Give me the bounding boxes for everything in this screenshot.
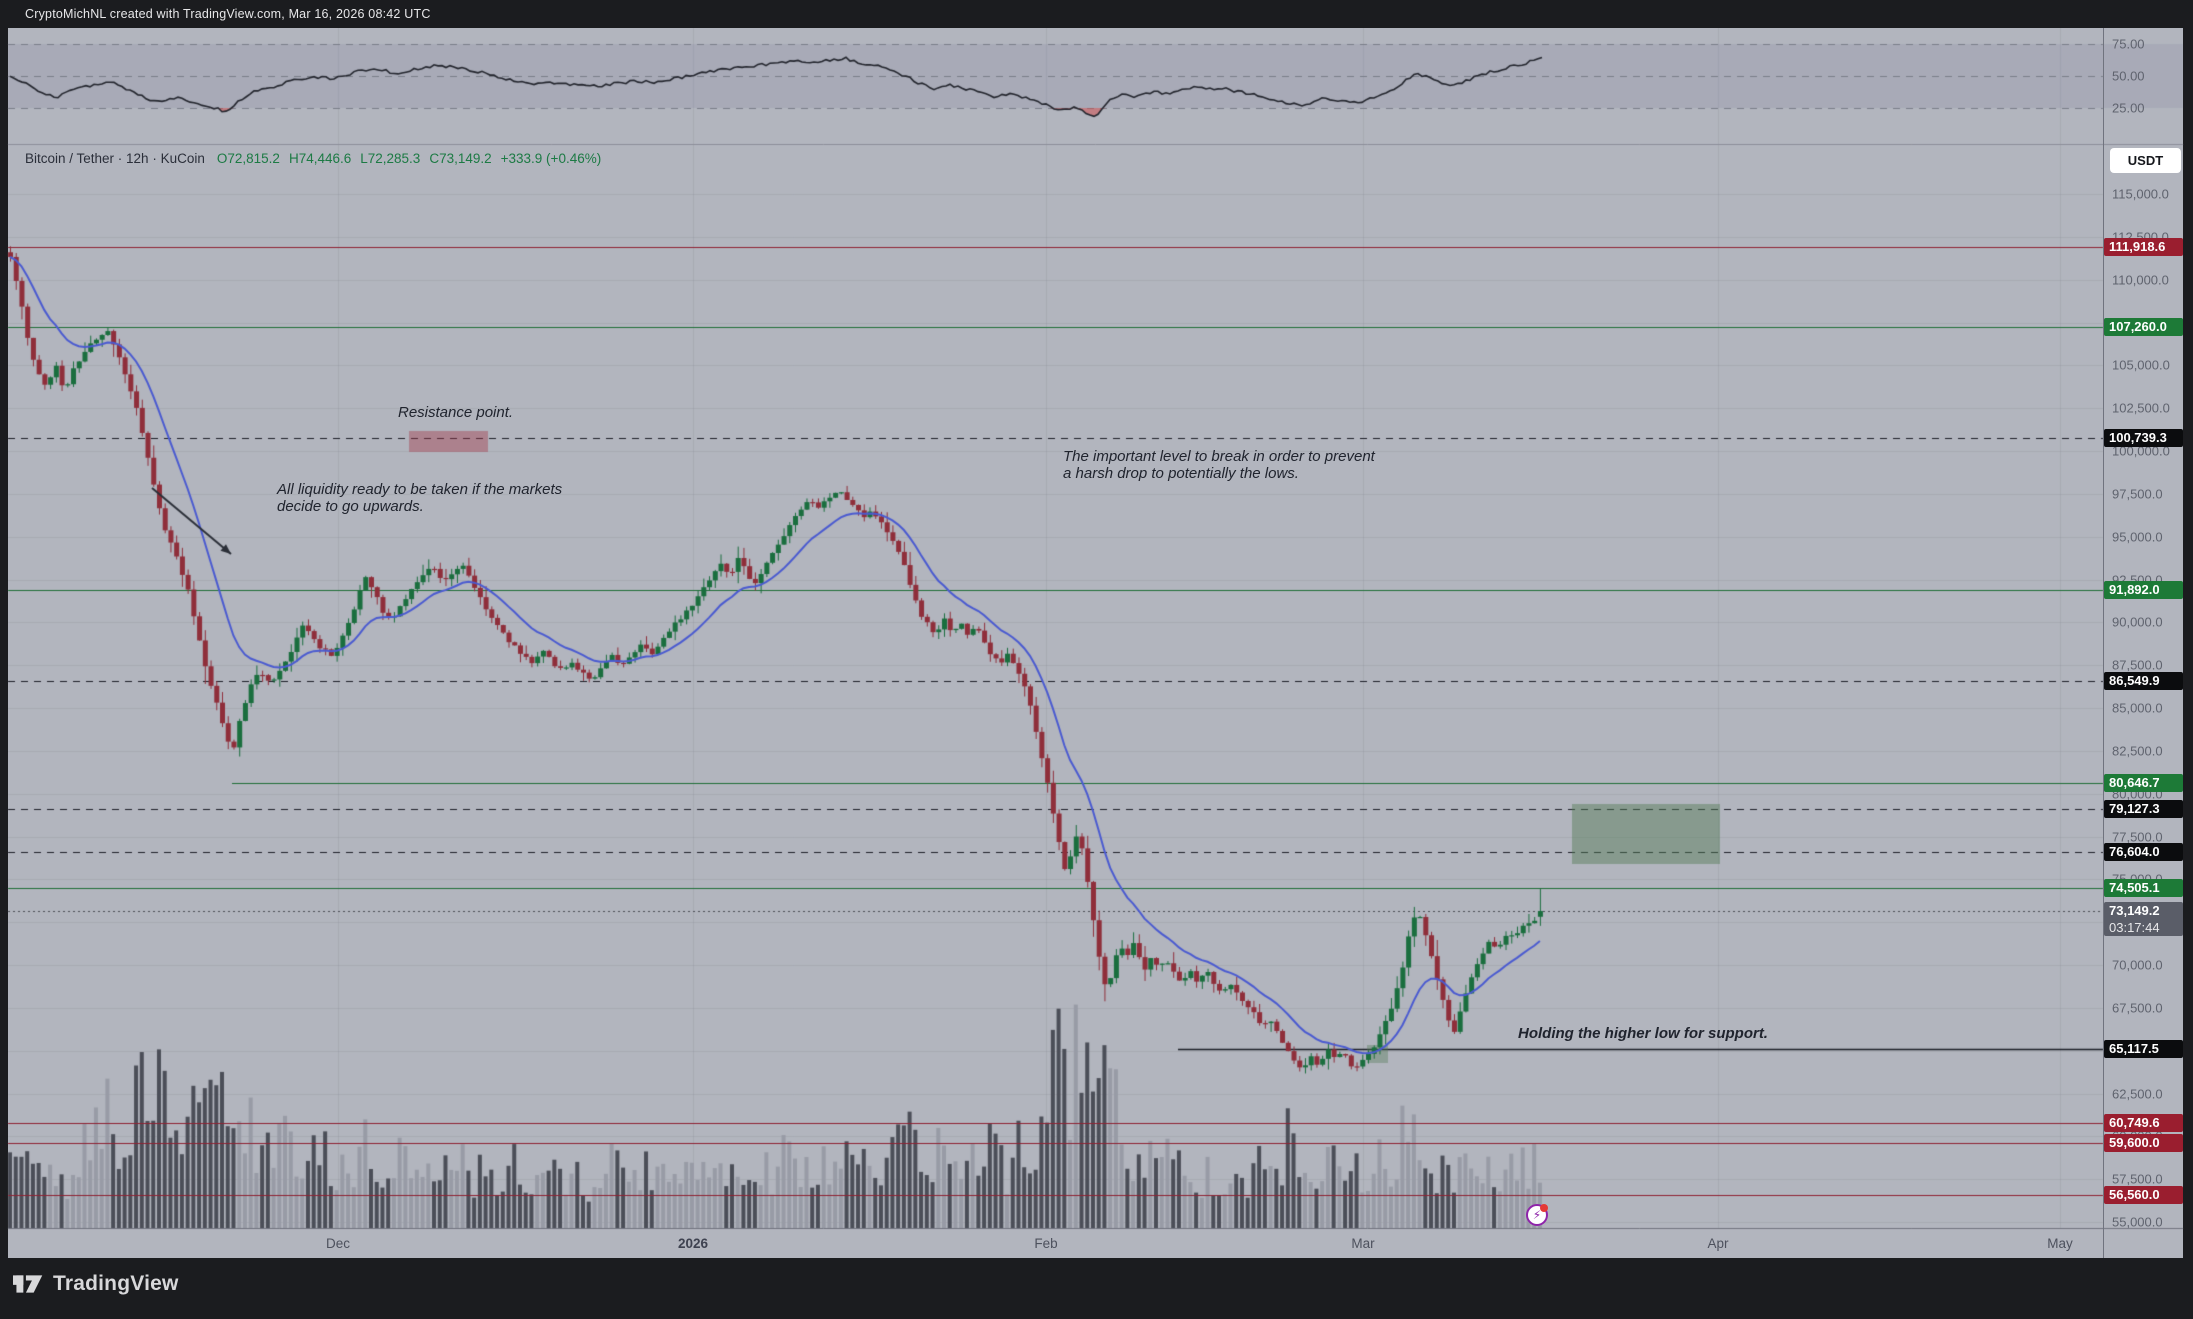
price-level-badge: 86,549.9 <box>2104 672 2183 691</box>
price-tick: 115,000.0 <box>2112 186 2169 202</box>
time-axis-label[interactable]: Apr <box>1707 1236 1729 1251</box>
ohlc-open-label: O <box>216 151 228 166</box>
lightning-bolt-icon: ⚡ <box>1532 1208 1542 1222</box>
credit-text: CryptoMichNL created with TradingView.co… <box>25 7 431 21</box>
price-tick: 102,500.0 <box>2112 400 2170 416</box>
time-axis-label[interactable]: 2026 <box>677 1236 709 1251</box>
price-tick: 77,500.0 <box>2112 829 2163 844</box>
price-level-badge: 60,749.6 <box>2104 1114 2183 1133</box>
rsi-tick: 25.00 <box>2112 100 2145 116</box>
header-bar: CryptoMichNL created with TradingView.co… <box>0 0 2193 28</box>
streak-icon[interactable]: ⚡ <box>1526 1204 1548 1226</box>
ohlc-high-label: H <box>288 151 299 166</box>
price-level-badge: 79,127.3 <box>2104 799 2183 818</box>
price-tick: 82,500.0 <box>2112 743 2163 759</box>
ohlc-open-value: 72,815.2 <box>227 151 280 166</box>
brand-name: TradingView <box>53 1272 179 1295</box>
time-axis-label[interactable]: Mar <box>1351 1236 1375 1251</box>
ohlc-low-value: 72,285.3 <box>367 151 421 166</box>
ohlc-low-label: L <box>360 151 368 166</box>
price-tick: 62,500.0 <box>2112 1086 2163 1101</box>
time-axis-label[interactable]: Feb <box>1034 1236 1058 1251</box>
annotation-resistance-point[interactable]: Resistance point. <box>398 404 514 421</box>
price-tick: 85,000.0 <box>2112 700 2163 716</box>
price-tick: 90,000.0 <box>2112 614 2163 630</box>
price-tick: 57,500.0 <box>2112 1171 2163 1187</box>
symbol-legend[interactable]: Bitcoin / Tether · 12h · KuCoin O72,815.2… <box>25 151 601 166</box>
rsi-tick: 75.00 <box>2112 36 2145 52</box>
price-level-badge: 76,604.0 <box>2104 842 2183 861</box>
price-level-badge: 74,505.1 <box>2104 878 2183 897</box>
annotation-liquidity[interactable]: All liquidity ready to be taken if the m… <box>277 481 563 515</box>
annotation-important-level[interactable]: The important level to break in order to… <box>1063 448 1375 482</box>
annotation-higher-low-support[interactable]: Holding the higher low for support. <box>1518 1025 1768 1042</box>
rsi-tick: 50.00 <box>2112 68 2145 84</box>
symbol-title[interactable]: Bitcoin / Tether · 12h · KuCoin <box>25 151 205 166</box>
ohlc-close-value: 73,149.2 <box>439 151 492 166</box>
price-tick: 87,500.0 <box>2112 657 2163 673</box>
price-level-badge: 80,646.7 <box>2104 773 2183 792</box>
currency-toggle-button[interactable]: USDT <box>2110 148 2181 173</box>
price-tick: 70,000.0 <box>2112 957 2163 973</box>
notification-dot <box>1540 1204 1548 1212</box>
price-tick: 105,000.0 <box>2112 357 2170 373</box>
price-tick: 97,500.0 <box>2112 486 2163 502</box>
footer-logo: TradingView <box>13 1271 179 1297</box>
price-level-badge: 59,600.0 <box>2104 1134 2183 1153</box>
price-level-badge: 107,260.0 <box>2104 317 2183 336</box>
price-level-badge: 56,560.0 <box>2104 1186 2183 1205</box>
price-level-badge: 111,918.6 <box>2104 237 2183 256</box>
tradingview-logo-icon <box>13 1275 43 1293</box>
price-level-badge: 100,739.3 <box>2104 429 2183 448</box>
price-tick: 55,000.0 <box>2112 1214 2163 1230</box>
time-axis-label[interactable]: May <box>2047 1236 2073 1251</box>
price-level-badge: 65,117.5 <box>2104 1039 2183 1058</box>
price-level-badge: 73,149.2 03:17:44 <box>2104 902 2183 937</box>
price-tick: 67,500.0 <box>2112 1000 2163 1016</box>
ohlc-close-label: C <box>429 151 440 166</box>
time-axis-label[interactable]: Dec <box>325 1236 351 1251</box>
price-level-badge: 91,892.0 <box>2104 580 2183 599</box>
ohlc-high-value: 74,446.6 <box>298 151 352 166</box>
change-value: +333.9 (+0.46%) <box>500 151 602 166</box>
price-tick: 95,000.0 <box>2112 529 2163 545</box>
price-tick: 110,000.0 <box>2112 272 2169 288</box>
price-axis-separator <box>2103 28 2104 1258</box>
